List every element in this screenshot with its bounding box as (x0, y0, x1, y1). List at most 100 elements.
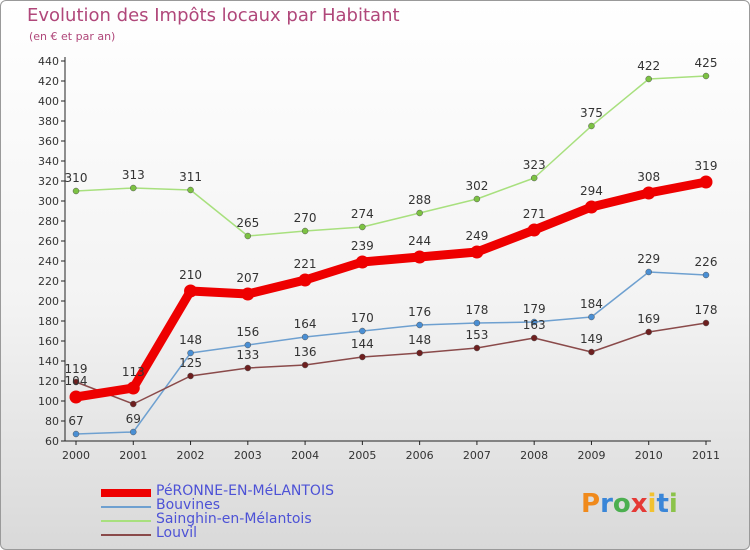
y-tick-label: 320 (38, 175, 59, 188)
data-point (72, 187, 80, 195)
y-tick-label: 260 (38, 235, 59, 248)
y-tick-label: 180 (38, 315, 59, 328)
data-label: 164 (294, 317, 317, 331)
data-point (359, 327, 366, 335)
data-label: 226 (695, 255, 718, 269)
data-label: 308 (637, 170, 660, 184)
x-tick-label: 2006 (406, 449, 434, 462)
legend-swatch (101, 489, 151, 497)
data-label: 178 (695, 303, 718, 317)
legend-label: PéRONNE-EN-MéLANTOIS (156, 483, 334, 499)
y-tick-label: 300 (38, 195, 59, 208)
data-label: 125 (179, 356, 202, 370)
data-point (645, 75, 652, 83)
data-point (530, 318, 538, 326)
data-label: 207 (236, 271, 259, 285)
data-label: 149 (580, 332, 603, 346)
data-point (588, 348, 595, 356)
data-label: 133 (236, 348, 259, 362)
data-label: 249 (465, 229, 488, 243)
data-point (413, 250, 427, 264)
data-point (241, 287, 255, 301)
data-label: 170 (351, 311, 374, 325)
logo-letter: r (600, 489, 613, 519)
data-label: 244 (408, 234, 431, 248)
data-label: 288 (408, 193, 431, 207)
data-label: 179 (523, 302, 546, 316)
data-point (473, 195, 481, 203)
logo-letter: o (612, 489, 631, 519)
legend-swatch (101, 520, 151, 522)
x-tick-label: 2011 (692, 449, 720, 462)
x-tick-label: 2002 (177, 449, 205, 462)
data-point (588, 122, 595, 130)
data-point (584, 200, 598, 214)
data-label: 144 (351, 337, 374, 351)
y-tick-label: 380 (38, 115, 59, 128)
data-point (355, 255, 369, 269)
y-tick-label: 400 (38, 95, 59, 108)
data-point (527, 223, 541, 237)
data-label: 229 (637, 252, 660, 266)
data-label: 163 (523, 318, 546, 332)
data-label: 221 (294, 257, 317, 271)
data-label: 67 (68, 414, 83, 428)
data-point (470, 245, 484, 259)
data-label: 302 (465, 179, 488, 193)
data-label: 319 (695, 159, 718, 173)
x-tick-label: 2007 (463, 449, 491, 462)
data-label: 153 (465, 328, 488, 342)
series-line (75, 322, 707, 405)
data-point (416, 209, 423, 217)
data-point (301, 361, 309, 369)
data-label: 313 (122, 168, 145, 182)
data-label: 375 (580, 106, 603, 120)
y-tick-label: 280 (38, 215, 59, 228)
y-tick-label: 120 (38, 375, 59, 388)
logo-letter: t (656, 489, 669, 519)
data-label: 271 (523, 207, 546, 221)
data-point (699, 175, 713, 189)
data-label: 148 (408, 333, 431, 347)
y-tick-label: 200 (38, 295, 59, 308)
data-label: 210 (179, 268, 202, 282)
data-label: 425 (695, 56, 718, 70)
data-label: 239 (351, 239, 374, 253)
data-point (359, 353, 366, 361)
logo-letter: P (581, 489, 601, 519)
logo-letter: i (668, 489, 678, 519)
data-label: 69 (126, 412, 141, 426)
y-tick-label: 60 (45, 435, 59, 448)
data-point (184, 284, 198, 298)
data-label: 104 (65, 374, 88, 388)
data-label: 119 (65, 362, 88, 376)
data-point (72, 378, 80, 386)
data-point (473, 344, 481, 352)
data-label: 311 (179, 170, 202, 184)
data-point (187, 372, 194, 380)
data-point (72, 430, 80, 438)
x-tick-label: 2003 (234, 449, 262, 462)
y-tick-label: 340 (38, 155, 59, 168)
chart-title: Evolution des Impôts locaux par Habitant (27, 5, 400, 26)
data-label: 178 (465, 303, 488, 317)
series-line (75, 75, 707, 237)
series-line (71, 177, 711, 402)
data-point (301, 333, 309, 341)
data-point (130, 428, 137, 436)
data-point (244, 341, 252, 349)
chart-subtitle: (en € et par an) (29, 30, 116, 43)
data-point (69, 390, 83, 404)
data-point (645, 268, 652, 276)
data-point (298, 273, 312, 287)
logo-letter: x (630, 489, 648, 519)
data-point (530, 174, 538, 182)
data-label: 265 (236, 216, 259, 230)
x-tick-label: 2010 (635, 449, 663, 462)
data-point (126, 381, 140, 395)
data-label: 156 (236, 325, 259, 339)
y-tick-label: 220 (38, 275, 59, 288)
y-tick-label: 420 (38, 75, 59, 88)
x-tick-label: 2005 (348, 449, 376, 462)
